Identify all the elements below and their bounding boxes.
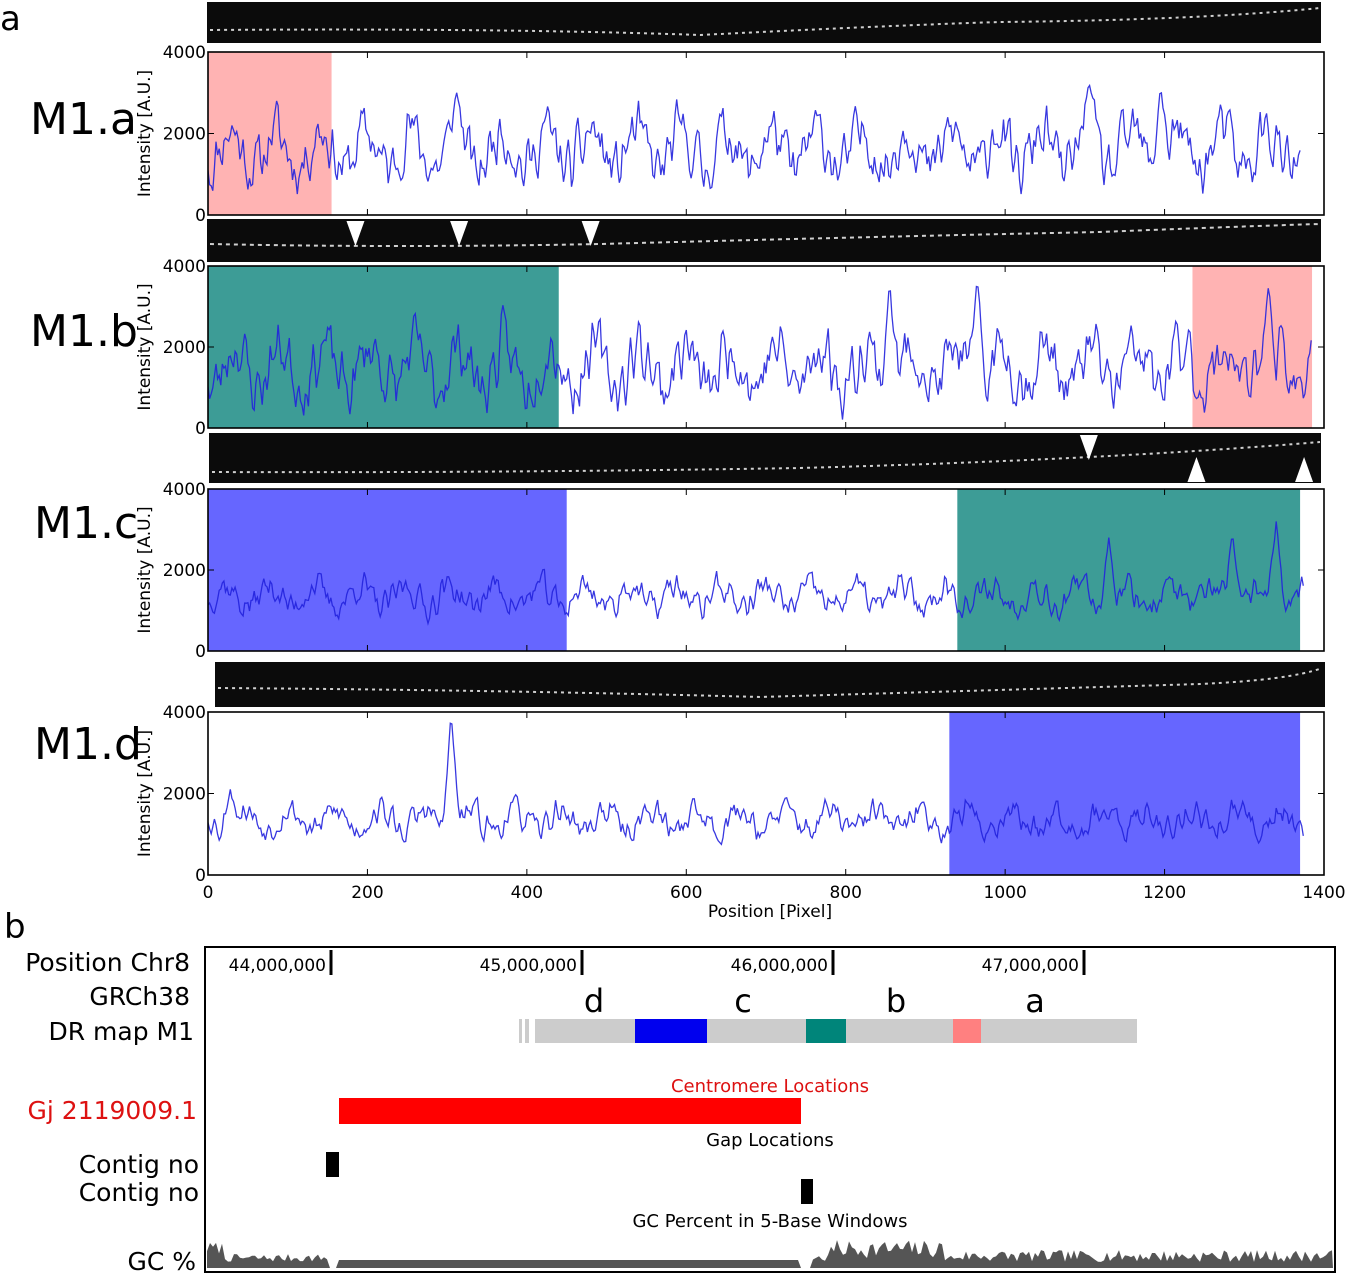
row-label-contig-2: Contig no (79, 1178, 199, 1207)
plot-title-m1b: M1.b (30, 306, 138, 357)
y-tick-label: 4000 (163, 480, 206, 500)
micrograph-strip-a (207, 2, 1321, 43)
x-tick-label: 400 (511, 883, 543, 903)
shaded-region (208, 489, 567, 651)
x-tick-label: 800 (829, 883, 861, 903)
y-tick-label: 0 (195, 206, 206, 226)
gc-percent-track (207, 1240, 1333, 1268)
x-tick-label: 200 (351, 883, 383, 903)
centromere-bar (339, 1098, 801, 1124)
shaded-region (949, 712, 1301, 875)
x-tick-label: 1200 (1143, 883, 1186, 903)
x-tick-label: 0 (203, 883, 214, 903)
gap-marker-1 (326, 1152, 339, 1177)
gc-area (207, 1240, 1333, 1268)
row-label-dr-map: DR map M1 (48, 1017, 194, 1046)
dr-map-segment-d (635, 1019, 707, 1043)
x-tick-label: 1000 (984, 883, 1027, 903)
intensity-trace (208, 521, 1304, 626)
plot-title-m1c: M1.c (34, 498, 138, 549)
intensity-trace (208, 722, 1304, 846)
shaded-region (957, 489, 1301, 651)
row-label-assembly: GRCh38 (89, 982, 190, 1011)
arrowhead-marker (1295, 457, 1314, 482)
intensity-plot-m1b: 0 2000 4000 Intensity [A.U.] (135, 257, 1325, 439)
y-tick-label: 2000 (163, 338, 206, 358)
row-label-contig-1: Contig no (79, 1150, 199, 1179)
chr-tick-label: 47,000,000 (982, 956, 1079, 976)
shaded-region (208, 52, 332, 215)
segment-letter-c: c (734, 982, 752, 1020)
gap-marker-2 (801, 1179, 813, 1204)
plot-title-m1d: M1.d (34, 719, 142, 770)
y-axis-label: Intensity [A.U.] (135, 283, 155, 410)
intensity-plot-m1a: 0 2000 4000 Intensity [A.U.] (135, 43, 1325, 226)
intensity-trace (208, 285, 1312, 420)
arrowhead-marker (450, 221, 469, 246)
row-label-position: Position Chr8 (25, 948, 190, 977)
intensity-plot-m1d: 0 2000 4000 Intensity [A.U.] (135, 703, 1325, 886)
arrowhead-marker (1079, 435, 1098, 460)
dr-map-track (519, 1019, 1137, 1043)
intensity-plot-m1c: 0 2000 4000 Intensity [A.U.] (135, 480, 1325, 662)
micrograph-strip-c (209, 433, 1321, 483)
dr-map-segment-a (953, 1019, 981, 1043)
panel-b-letter: b (4, 907, 26, 947)
x-tick-label: 600 (670, 883, 702, 903)
y-tick-label: 4000 (163, 257, 206, 277)
chr-tick-label: 46,000,000 (731, 956, 828, 976)
panel-a-letter: a (0, 0, 21, 39)
segment-letter-d: d (584, 982, 604, 1020)
arrowhead-marker (581, 221, 600, 246)
dr-map-segment-b (806, 1019, 846, 1043)
y-tick-label: 0 (195, 642, 206, 662)
micrograph-strip-b (207, 219, 1321, 262)
y-tick-label: 0 (195, 866, 206, 886)
y-tick-label: 0 (195, 419, 206, 439)
y-tick-label: 2000 (163, 125, 206, 145)
y-tick-label: 2000 (163, 561, 206, 581)
x-tick-label: 1400 (1302, 883, 1345, 903)
arrowhead-marker (346, 221, 365, 246)
genome-browser: 44,000,000 45,000,000 46,000,000 47,000,… (25, 946, 1336, 1275)
y-axis-label: Intensity [A.U.] (135, 70, 155, 197)
centromere-track-title: Centromere Locations (671, 1076, 869, 1097)
y-axis-label: Intensity [A.U.] (135, 506, 155, 633)
chr-tick-label: 44,000,000 (229, 956, 326, 976)
gc-track-title: GC Percent in 5-Base Windows (632, 1211, 907, 1232)
chr-position-axis: 44,000,000 45,000,000 46,000,000 47,000,… (229, 950, 1086, 976)
y-tick-label: 4000 (163, 703, 206, 723)
intensity-trace (208, 83, 1301, 195)
shaded-region (208, 266, 559, 428)
shaded-region (1192, 266, 1313, 428)
x-axis-ticks: 0 200 400 600 800 1000 1200 1400 (203, 883, 1346, 903)
y-tick-label: 2000 (163, 785, 206, 805)
y-tick-label: 4000 (163, 43, 206, 63)
segment-letter-b: b (886, 982, 906, 1020)
chr-tick-label: 45,000,000 (480, 956, 577, 976)
row-label-gc: GC % (127, 1247, 196, 1275)
micrograph-strip-d (215, 662, 1325, 707)
y-axis-label: Intensity [A.U.] (135, 730, 155, 857)
row-label-gj: Gj 2119009.1 (28, 1096, 197, 1125)
plot-title-m1a: M1.a (30, 94, 137, 145)
segment-letter-a: a (1025, 982, 1045, 1020)
gap-track-title: Gap Locations (706, 1130, 834, 1151)
arrowhead-marker (1187, 457, 1206, 482)
x-axis-label: Position [Pixel] (708, 902, 832, 922)
